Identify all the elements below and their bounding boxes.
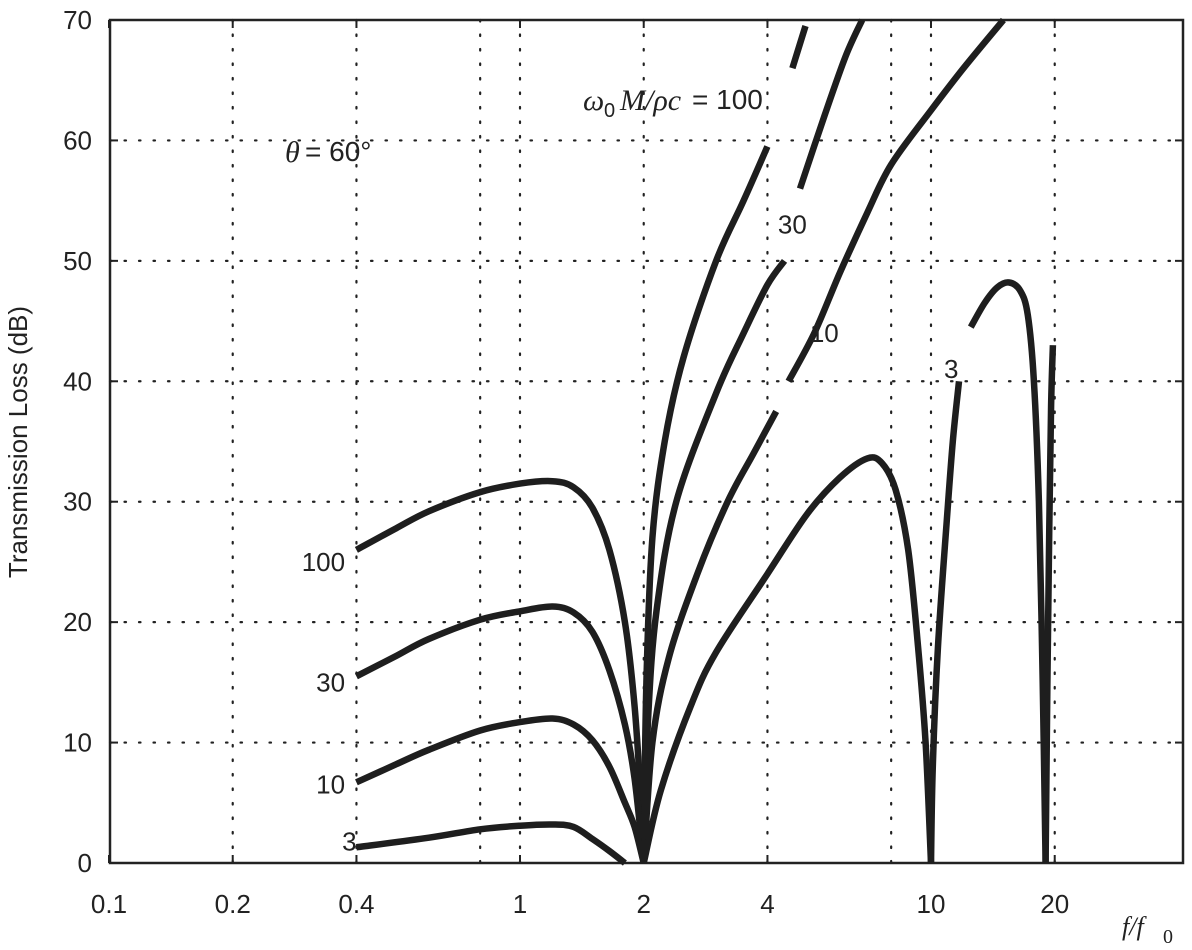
x-axis-label: f/f 0 (1122, 912, 1173, 948)
x-tick-label: 2 (636, 889, 650, 919)
svg-text:M/ρc: M/ρc (619, 84, 681, 117)
y-axis-label: Transmission Loss (dB) (3, 306, 33, 578)
curve-label-10: 10 (316, 770, 345, 800)
y-tick-label: 20 (63, 607, 92, 637)
curve-label-3: 3 (342, 826, 356, 856)
x-tick-label: 20 (1040, 889, 1069, 919)
y-tick-label: 70 (63, 5, 92, 35)
curves (354, 17, 1057, 866)
x-tick-label: 4 (760, 889, 774, 919)
x-tick-label: 10 (917, 889, 946, 919)
x-tick-label: 0.2 (215, 889, 251, 919)
svg-text:= 60°: = 60° (305, 136, 371, 167)
x-tick-label: 1 (513, 889, 527, 919)
curve-label-100: 100 (302, 547, 345, 577)
curve-segment (355, 821, 627, 866)
curve-segment (1042, 345, 1057, 864)
curve-segment (640, 145, 771, 864)
curve-segment (640, 409, 780, 864)
svg-text:= 100: = 100 (692, 84, 763, 115)
curve-10 (355, 17, 1006, 864)
curve-label-3: 3 (944, 354, 958, 384)
angle-annotation: θ = 60° (285, 136, 371, 169)
curve-segment (785, 17, 1006, 383)
curve-segment (354, 603, 647, 864)
x-tick-label: 0.4 (338, 889, 374, 919)
curve-segment (796, 18, 866, 190)
y-tick-label: 40 (63, 366, 92, 396)
svg-text:ω: ω (583, 84, 604, 117)
svg-text:θ: θ (285, 136, 300, 169)
curve-30 (354, 18, 866, 864)
svg-text:0: 0 (1163, 926, 1173, 948)
curve-segment (789, 25, 809, 70)
curve-label-30: 30 (778, 210, 807, 240)
svg-text:0: 0 (604, 100, 615, 122)
parameter-annotation: ω 0 M/ρc = 100 (583, 84, 763, 122)
y-tick-label: 60 (63, 125, 92, 155)
curve-label-30: 30 (316, 667, 345, 697)
svg-text:f/f: f/f (1122, 912, 1147, 941)
curve-label-10: 10 (810, 318, 839, 348)
curve-3 (355, 279, 1057, 866)
x-tick-label: 0.1 (91, 889, 127, 919)
x-axis-ticks: 0.1 0.2 0.4 1 2 4 10 20 (91, 20, 1069, 919)
y-tick-label: 0 (78, 848, 92, 878)
curve-segment (967, 279, 1049, 864)
curve-segment (355, 715, 647, 864)
curve-segment (354, 477, 647, 864)
curve-segment (927, 380, 963, 864)
curve-labels: 100 30 30 10 10 3 3 (302, 210, 959, 857)
curve-segment (640, 258, 788, 864)
curve-segment (640, 454, 935, 864)
curve-100 (354, 25, 809, 864)
y-tick-label: 10 (63, 728, 92, 758)
y-tick-label: 50 (63, 246, 92, 276)
y-tick-label: 30 (63, 487, 92, 517)
